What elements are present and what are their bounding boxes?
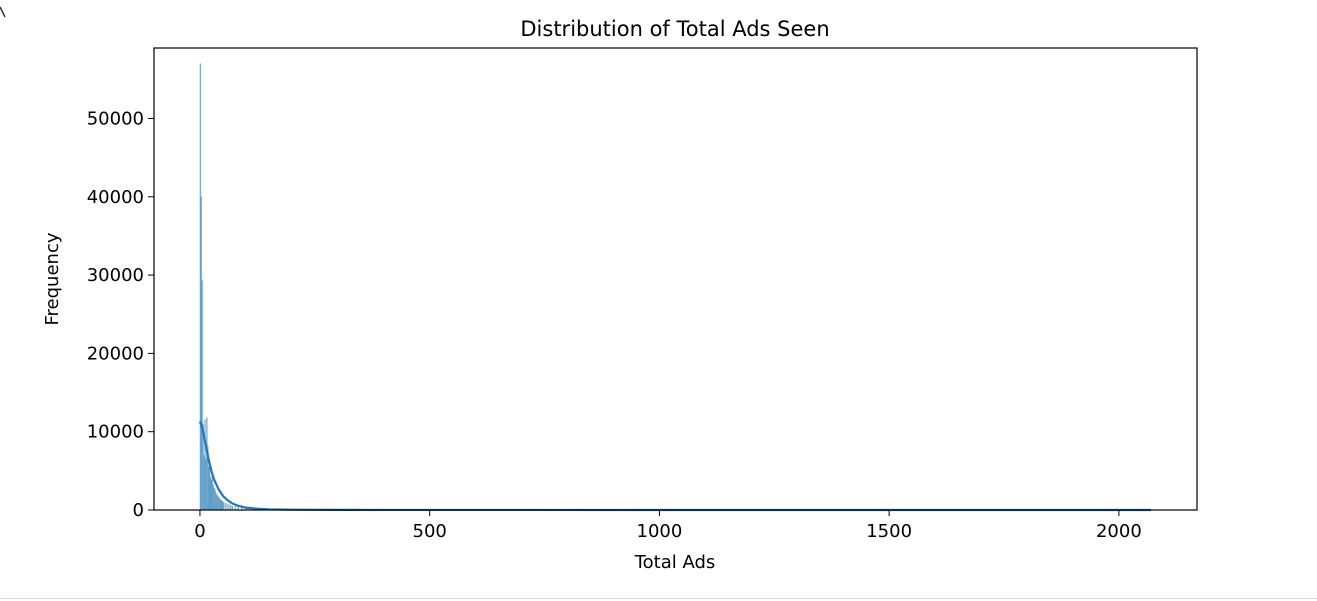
- y-tick-label: 40000: [87, 187, 144, 208]
- histogram-bar: [224, 502, 226, 511]
- cell-divider: [0, 598, 1317, 599]
- histogram-bar: [230, 505, 232, 511]
- x-tick-label: 500: [413, 521, 447, 542]
- y-tick-label: 10000: [87, 422, 144, 443]
- y-axis-ticks: 0 10000 20000 30000 40000 50000: [87, 108, 154, 521]
- y-tick-label: 20000: [87, 343, 144, 364]
- histogram-bar: [222, 501, 225, 511]
- plot-frame: [153, 47, 1198, 511]
- x-tick-label: 0: [194, 521, 205, 542]
- kde-curve: [198, 421, 1152, 512]
- x-axis-label: Total Ads: [634, 552, 716, 573]
- chart-title: Distribution of Total Ads Seen: [520, 17, 829, 41]
- y-tick-label: 30000: [87, 265, 144, 286]
- y-tick-label: 50000: [87, 108, 144, 129]
- x-tick-label: 2000: [1096, 521, 1142, 542]
- y-tick-label: 0: [133, 500, 144, 521]
- y-axis-label: Frequency: [42, 232, 63, 325]
- histogram-bars: [199, 63, 293, 511]
- histogram-bar: [228, 504, 230, 511]
- kde-curve-group: [198, 421, 1152, 512]
- corner-chevron-icon: [0, 4, 6, 18]
- x-tick-label: 1000: [637, 521, 683, 542]
- histogram-bar: [226, 503, 228, 511]
- x-tick-label: 1500: [866, 521, 912, 542]
- x-axis-ticks: 0 500 1000 1500 2000: [194, 510, 1142, 542]
